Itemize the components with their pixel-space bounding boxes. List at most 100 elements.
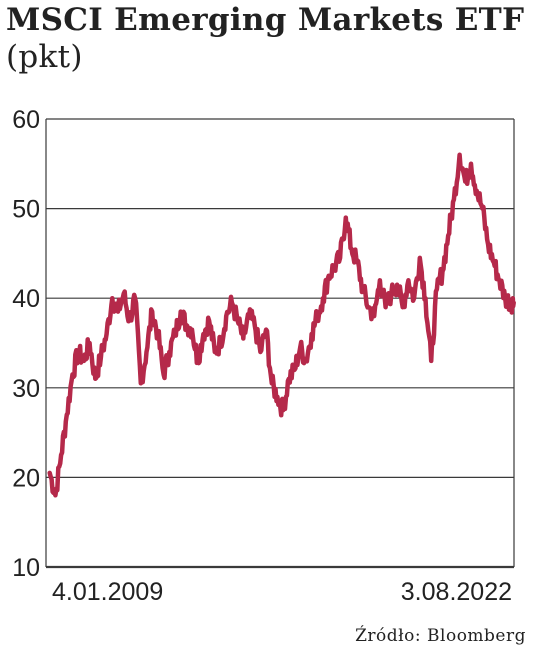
data-point bbox=[498, 278, 501, 282]
data-point bbox=[139, 381, 143, 385]
data-point bbox=[190, 328, 194, 332]
data-point bbox=[247, 314, 251, 318]
data-point bbox=[310, 332, 314, 336]
data-point bbox=[512, 301, 516, 305]
y-tick-label: 30 bbox=[12, 375, 40, 403]
data-point bbox=[116, 310, 120, 314]
data-point bbox=[452, 198, 456, 202]
data-point bbox=[184, 323, 188, 327]
data-point bbox=[401, 305, 405, 309]
data-point bbox=[122, 292, 126, 296]
data-point bbox=[378, 278, 382, 282]
data-point bbox=[167, 350, 171, 354]
y-tick-label: 50 bbox=[12, 196, 40, 224]
y-tick-label: 10 bbox=[12, 554, 40, 582]
x-start-label: 4.01.2009 bbox=[52, 578, 163, 606]
data-point bbox=[406, 278, 410, 282]
data-point bbox=[173, 332, 177, 336]
data-point bbox=[145, 350, 148, 354]
data-point bbox=[88, 341, 92, 345]
data-point bbox=[435, 287, 439, 291]
data-point bbox=[53, 493, 57, 497]
y-axis-labels: 10 20 30 40 50 60 bbox=[12, 106, 40, 582]
data-point bbox=[219, 341, 222, 345]
data-point bbox=[492, 260, 496, 264]
data-point bbox=[71, 372, 74, 376]
data-point bbox=[463, 180, 467, 184]
data-point bbox=[82, 359, 86, 363]
data-point bbox=[110, 296, 114, 300]
data-point bbox=[59, 453, 63, 457]
data-point bbox=[196, 359, 200, 363]
data-point bbox=[224, 314, 228, 318]
data-point bbox=[293, 368, 296, 372]
data-point bbox=[384, 305, 388, 309]
data-point bbox=[105, 332, 109, 336]
data-point bbox=[127, 319, 131, 323]
data-point bbox=[350, 247, 353, 251]
data-point bbox=[48, 471, 52, 475]
data-point bbox=[389, 292, 393, 296]
data-point bbox=[150, 310, 154, 314]
data-point bbox=[179, 310, 183, 314]
data-point bbox=[418, 256, 422, 260]
y-tick-label: 60 bbox=[12, 106, 40, 134]
source-note: Źródło: Bloomberg bbox=[355, 626, 526, 646]
data-point bbox=[441, 269, 444, 273]
data-point bbox=[270, 381, 274, 385]
y-tick-label: 40 bbox=[12, 285, 40, 313]
chart-title: MSCI Emerging Markets ETF (pkt) bbox=[6, 2, 530, 76]
data-point bbox=[446, 234, 450, 237]
grid bbox=[45, 118, 515, 569]
y-tick-label: 20 bbox=[12, 464, 40, 492]
data-point bbox=[344, 216, 348, 220]
x-end-label: 3.08.2022 bbox=[401, 578, 512, 606]
data-point bbox=[264, 328, 268, 332]
data-point bbox=[355, 260, 359, 264]
data-point bbox=[213, 350, 217, 354]
data-point bbox=[412, 296, 416, 300]
data-point bbox=[241, 337, 245, 340]
series-line-0 bbox=[47, 152, 516, 498]
chart-title-unit: (pkt) bbox=[6, 39, 83, 75]
data-point bbox=[93, 377, 97, 381]
data-point bbox=[469, 162, 473, 166]
data-point bbox=[287, 377, 291, 381]
data-point bbox=[207, 319, 211, 323]
data-point bbox=[338, 256, 342, 260]
data-point bbox=[424, 296, 427, 300]
data-point bbox=[298, 346, 302, 349]
data-point bbox=[429, 359, 433, 363]
data-point bbox=[458, 153, 462, 157]
data-point bbox=[503, 296, 507, 300]
data-point bbox=[258, 350, 262, 354]
data-point bbox=[304, 359, 308, 363]
data-point bbox=[475, 189, 479, 193]
data-point bbox=[486, 242, 490, 246]
data-point bbox=[480, 207, 484, 211]
data-point bbox=[201, 332, 205, 336]
data-point bbox=[230, 301, 234, 305]
data-point bbox=[65, 413, 69, 417]
data-point bbox=[372, 314, 376, 318]
data-point bbox=[253, 323, 257, 327]
data-point bbox=[99, 354, 103, 358]
data-point bbox=[361, 287, 365, 291]
data-point bbox=[367, 305, 370, 309]
data-point bbox=[281, 408, 285, 412]
data-point bbox=[76, 350, 80, 354]
series-layer bbox=[47, 152, 516, 498]
data-point bbox=[236, 319, 240, 323]
data-point bbox=[395, 283, 399, 287]
data-point bbox=[156, 332, 160, 336]
data-point bbox=[315, 314, 319, 318]
data-point bbox=[327, 274, 331, 278]
data-point bbox=[133, 296, 137, 300]
data-point bbox=[321, 296, 325, 300]
data-point bbox=[509, 301, 513, 305]
chart-title-main: MSCI Emerging Markets ETF bbox=[6, 2, 525, 38]
data-point bbox=[162, 372, 166, 376]
data-point bbox=[332, 265, 336, 269]
data-point bbox=[275, 395, 279, 399]
